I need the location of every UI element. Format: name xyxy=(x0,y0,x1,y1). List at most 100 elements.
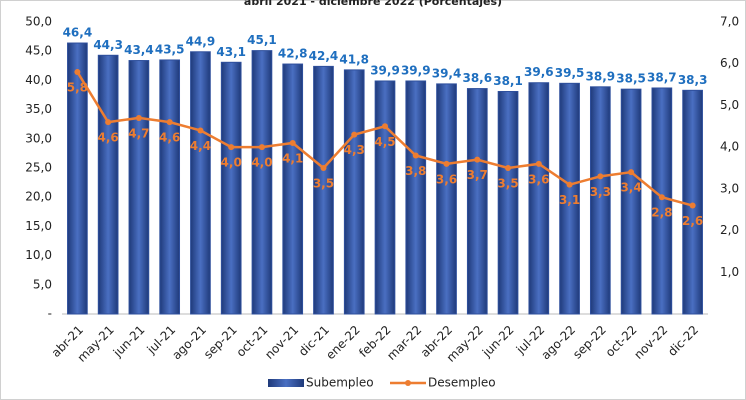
bar xyxy=(313,65,334,315)
point-label: 4,5 xyxy=(374,135,395,149)
bar-label: 43,5 xyxy=(155,42,185,56)
point-label: 4,3 xyxy=(344,143,365,157)
point xyxy=(166,119,173,126)
y2-tick-label: 6,0 xyxy=(720,56,739,70)
x-tick-label: mar-22 xyxy=(384,323,424,363)
point-label: 3,5 xyxy=(313,177,334,191)
bar xyxy=(67,42,88,315)
y-tick-label: 10,0 xyxy=(25,248,52,262)
y-tick-label: - xyxy=(48,307,52,321)
point xyxy=(443,160,450,167)
point-label: 4,1 xyxy=(282,151,303,165)
bar xyxy=(651,87,673,315)
point-label: 3,4 xyxy=(620,181,641,195)
y2-tick-label: 3,0 xyxy=(720,181,739,195)
bar xyxy=(159,59,181,315)
bar-label: 44,3 xyxy=(93,38,123,52)
x-tick-label: dic-22 xyxy=(665,323,701,359)
point-label: 5,8 xyxy=(67,81,88,95)
x-tick-label: nov-21 xyxy=(262,323,301,362)
point-label: 3,3 xyxy=(590,185,611,199)
point xyxy=(628,169,635,176)
x-tick-label: jun-21 xyxy=(110,323,148,361)
bar xyxy=(682,89,703,315)
y-tick-label: 25,0 xyxy=(25,161,52,175)
bar xyxy=(528,82,550,315)
y-tick-label: 35,0 xyxy=(25,102,52,116)
point xyxy=(597,173,604,180)
point xyxy=(135,114,142,121)
bar xyxy=(128,60,150,315)
point-label: 3,7 xyxy=(467,168,488,182)
bar xyxy=(220,61,242,315)
bar xyxy=(251,50,273,315)
bar xyxy=(405,80,427,315)
bar-label: 43,1 xyxy=(216,45,246,59)
bar xyxy=(466,88,488,315)
y-tick-label: 5,0 xyxy=(33,277,52,291)
y2-tick-label: 2,0 xyxy=(720,223,739,237)
x-tick-label: jun-22 xyxy=(479,323,517,361)
bar-label: 44,9 xyxy=(186,34,216,48)
legend-label: Subempleo xyxy=(306,376,374,390)
bar xyxy=(343,69,365,315)
bar-label: 39,5 xyxy=(555,66,585,80)
point xyxy=(105,119,112,126)
x-tick-label: nov-22 xyxy=(631,323,670,362)
point-label: 4,4 xyxy=(190,139,211,153)
y2-tick-label: 7,0 xyxy=(720,15,739,29)
bar-label: 42,8 xyxy=(278,47,308,61)
point xyxy=(689,202,696,209)
point xyxy=(258,144,265,151)
legend-label: Desempleo xyxy=(428,376,496,390)
bar xyxy=(97,54,119,315)
bar-label: 38,9 xyxy=(586,69,616,83)
y-tick-label: 50,0 xyxy=(25,15,52,29)
point xyxy=(197,127,204,134)
bar-label: 46,4 xyxy=(63,26,93,40)
point-label: 3,6 xyxy=(436,172,457,186)
bar-label: 39,6 xyxy=(524,65,554,79)
point-label: 4,0 xyxy=(251,156,272,170)
point xyxy=(74,69,81,76)
bar xyxy=(374,80,396,315)
bar-label: 45,1 xyxy=(247,33,277,47)
point xyxy=(382,123,388,130)
bar-label: 38,5 xyxy=(616,72,646,86)
point xyxy=(474,156,481,163)
bar-label: 38,3 xyxy=(678,73,708,87)
bar xyxy=(190,51,211,315)
point-label: 4,0 xyxy=(221,156,242,170)
x-tick-label: ene-22 xyxy=(323,323,363,363)
bar-label: 38,7 xyxy=(647,70,677,84)
y-tick-label: 45,0 xyxy=(25,44,52,58)
y-tick-label: 20,0 xyxy=(25,190,52,204)
point xyxy=(566,181,573,188)
bar xyxy=(589,86,611,315)
bar-label: 39,9 xyxy=(401,63,431,77)
legend-swatch xyxy=(268,379,304,387)
bar-label: 39,4 xyxy=(432,66,462,80)
x-tick-label: sep-21 xyxy=(201,323,240,362)
y-tick-label: 30,0 xyxy=(25,131,52,145)
bar xyxy=(436,83,457,315)
point-label: 3,6 xyxy=(528,172,549,186)
bar-label: 41,8 xyxy=(339,52,369,66)
x-tick-label: sep-22 xyxy=(570,323,609,362)
bar xyxy=(559,82,580,315)
bar-label: 42,4 xyxy=(309,49,339,63)
point-label: 3,8 xyxy=(405,164,426,178)
bar xyxy=(497,90,519,315)
point-label: 2,6 xyxy=(682,214,703,228)
legend-marker xyxy=(405,380,411,386)
point-label: 4,7 xyxy=(128,126,149,140)
point-label: 4,6 xyxy=(98,131,119,145)
bar-label: 38,6 xyxy=(462,71,492,85)
x-tick-label: ago-21 xyxy=(169,323,209,363)
point xyxy=(228,144,235,151)
point-label: 3,1 xyxy=(559,193,580,207)
point xyxy=(505,165,512,171)
point xyxy=(289,139,296,146)
bar-label: 43,4 xyxy=(124,43,154,57)
